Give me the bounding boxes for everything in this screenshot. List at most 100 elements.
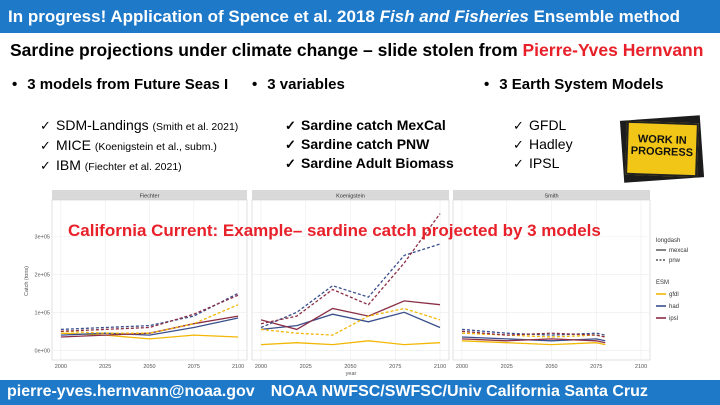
check-icon: ✓ — [513, 137, 524, 152]
list-item: ✓ Sardine catch PNW — [285, 135, 454, 154]
x-tick-label: 2100 — [434, 364, 446, 370]
banner-journal: Fish and Fisheries — [379, 7, 529, 26]
bullet-icon: • — [484, 76, 490, 93]
chart-overlay-title: California Current: Example– sardine cat… — [68, 221, 601, 240]
subtitle-credit: Pierre-Yves Hernvann — [522, 40, 704, 60]
series-line-had-pnw — [461, 328, 606, 336]
series-line-ipsl-mexcal — [461, 338, 606, 344]
legend-esm-title: ESM — [656, 280, 669, 286]
models-list: ✓ SDM-Landings (Smith et al. 2021) ✓ MICE … — [40, 116, 238, 176]
panel-strip — [453, 190, 650, 200]
esm-heading: • 3 Earth System Models — [484, 76, 664, 93]
variable-name: Sardine catch MexCal — [301, 117, 446, 133]
x-tick-label: 2050 — [143, 364, 155, 370]
check-icon: ✓ — [285, 137, 296, 152]
wip-line-2: PROGRESS — [630, 144, 694, 160]
x-tick-label: 2075 — [590, 364, 602, 370]
list-item: ✓ GFDL — [513, 116, 573, 135]
series-line-had-mexcal — [461, 336, 606, 342]
x-tick-label: 2025 — [99, 364, 111, 370]
banner-suffix: Ensemble method — [528, 7, 680, 26]
footer-email: pierre-yves.hernvann@noaa.gov — [7, 383, 255, 400]
wip-sign-face: WORK IN PROGRESS — [625, 120, 699, 178]
x-axis-title: year — [346, 371, 357, 376]
y-tick-label: 3e+05 — [35, 234, 50, 240]
y-tick-label: 2e+05 — [35, 272, 50, 278]
series-line-had-mexcal — [60, 317, 239, 336]
panel-strip-label: Fiechter — [140, 194, 160, 200]
catch-projection-chart: Catch (tons) Fiechter 2000 2025 2050 2075 2100… — [22, 186, 694, 376]
series-line-ipsl-pnw — [260, 213, 441, 325]
x-tick-label: 2000 — [456, 364, 468, 370]
series-line-gfdl-pnw — [260, 307, 441, 336]
series-line-gfdl-pnw — [60, 304, 239, 334]
list-item: ✓ IPSL — [513, 154, 573, 173]
check-icon: ✓ — [40, 158, 51, 173]
series-line-gfdl-mexcal — [461, 340, 606, 346]
esm-list: ✓ GFDL ✓ Hadley ✓ IPSL — [513, 116, 573, 173]
esm-name: GFDL — [529, 117, 567, 133]
model-name: MICE — [56, 137, 91, 153]
banner-prefix: In progress! Application of Spence et al… — [8, 7, 380, 26]
legend-esm-label: had — [669, 304, 679, 310]
series-line-ipsl-mexcal — [60, 315, 239, 338]
panel-strip-label: Smith — [544, 194, 558, 200]
x-tick-label: 2050 — [545, 364, 557, 370]
check-icon: ✓ — [513, 118, 524, 133]
list-item: ✓ IBM (Fiechter et al. 2021) — [40, 156, 238, 176]
legend-esm-label: gfdl — [669, 292, 679, 298]
list-item: ✓ Hadley — [513, 135, 573, 154]
model-ref: (Koenigstein et al., subm.) — [94, 141, 217, 153]
variables-heading-text: 3 variables — [267, 76, 345, 93]
panel-strip — [252, 190, 449, 200]
list-item: ✓ SDM-Landings (Smith et al. 2021) — [40, 116, 238, 136]
chart-svg: Catch (tons) Fiechter 2000 2025 2050 2075 2100… — [22, 186, 694, 376]
slide-banner: In progress! Application of Spence et al… — [0, 0, 720, 33]
legend-linetype-label: mexcal — [669, 248, 688, 254]
work-in-progress-sign: WORK IN PROGRESS — [619, 115, 705, 183]
x-tick-label: 2000 — [55, 364, 67, 370]
y-tick-label: 1e+05 — [35, 310, 50, 316]
x-tick-label: 2000 — [255, 364, 267, 370]
list-item: ✓ Sardine Adult Biomass — [285, 154, 454, 173]
x-tick-label: 2100 — [635, 364, 647, 370]
legend-esm-label: ipsl — [669, 316, 678, 322]
series-line-ipsl-pnw — [60, 294, 239, 332]
bullet-icon: • — [252, 76, 258, 93]
x-tick-label: 2025 — [300, 364, 312, 370]
bullet-icon: • — [12, 76, 18, 93]
list-item: ✓ Sardine catch MexCal — [285, 116, 454, 135]
models-heading: • 3 models from Future Seas I — [12, 76, 228, 93]
check-icon: ✓ — [285, 118, 296, 133]
x-tick-label: 2025 — [501, 364, 513, 370]
panel-strip-label: Koenigstein — [336, 194, 365, 200]
model-name: IBM — [56, 157, 81, 173]
x-tick-label: 2075 — [389, 364, 401, 370]
x-tick-label: 2050 — [344, 364, 356, 370]
x-tick-label: 2100 — [232, 364, 244, 370]
models-heading-text: 3 models from Future Seas I — [27, 76, 229, 93]
legend-linetype-title: longdash — [656, 238, 680, 244]
check-icon: ✓ — [40, 118, 51, 133]
model-ref: (Fiechter et al. 2021) — [84, 161, 182, 173]
series-line-had-pnw — [260, 243, 441, 329]
check-icon: ✓ — [40, 138, 51, 153]
variables-heading: • 3 variables — [252, 76, 345, 93]
variable-name: Sardine catch PNW — [301, 136, 430, 152]
variables-list: ✓ Sardine catch MexCal ✓ Sardine catch PNW… — [285, 116, 454, 173]
slide-subtitle: Sardine projections under climate change… — [10, 40, 703, 61]
y-axis-title: Catch (tons) — [24, 266, 30, 296]
x-tick-label: 2075 — [188, 364, 200, 370]
series-line-ipsl-mexcal — [260, 300, 441, 331]
series-line-gfdl-mexcal — [260, 340, 441, 346]
footer-affiliation: NOAA NWFSC/SWFSC/Univ California Santa C… — [270, 383, 648, 400]
list-item: ✓ MICE (Koenigstein et al., subm.) — [40, 136, 238, 156]
footer-bar: pierre-yves.hernvann@noaa.gov NOAA NWFSC/… — [0, 380, 720, 405]
check-icon: ✓ — [513, 156, 524, 171]
series-line-had-mexcal — [260, 311, 441, 331]
series-line-ipsl-pnw — [461, 330, 606, 338]
model-name: SDM-Landings — [56, 117, 149, 133]
check-icon: ✓ — [285, 156, 296, 171]
variable-name: Sardine Adult Biomass — [301, 155, 454, 171]
y-tick-label: 0e+00 — [35, 348, 50, 354]
